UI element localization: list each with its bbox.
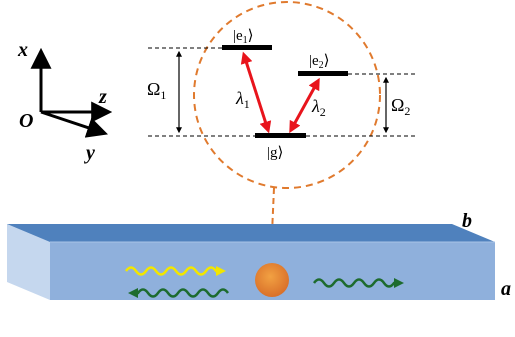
omega2-label: Ω2 — [391, 95, 410, 118]
level-e2-bar — [298, 71, 348, 76]
incident-yellow-wave — [124, 266, 226, 276]
y-axis-arrow — [40, 110, 108, 138]
waveguide-top-face-label: b — [462, 210, 472, 232]
x-axis-label: x — [17, 39, 28, 61]
level-e1-bar — [222, 45, 272, 50]
omega1-label: Ω1 — [147, 79, 166, 102]
waveguide-top-face — [7, 224, 495, 242]
lambda2-label: λ2 — [311, 96, 326, 119]
waveguide-front-face-label: a — [501, 278, 511, 300]
zoom-circle — [193, 1, 381, 189]
waveguide-side-face — [7, 224, 50, 300]
transmitted-green-wave — [312, 278, 404, 288]
origin-label: O — [19, 110, 33, 132]
lambda1-transition-arrow — [240, 51, 272, 134]
level-e1-label: |e1⟩ — [233, 28, 254, 46]
zoom-connector-arrow — [266, 187, 277, 260]
level-g-bar — [255, 133, 306, 138]
y-axis-label: y — [84, 142, 95, 164]
level-g-label: |g⟩ — [267, 145, 283, 161]
atom — [255, 263, 289, 297]
coordinate-axes: x z y O — [17, 39, 113, 164]
energy-level-diagram: |e1⟩ |e2⟩ |g⟩ Ω1 Ω2 λ1 λ2 — [147, 1, 416, 189]
z-axis-label: z — [98, 86, 107, 108]
lambda2-transition-arrow — [289, 77, 320, 134]
reflected-green-wave — [128, 288, 230, 298]
lambda1-label: λ1 — [235, 88, 250, 111]
waveguide — [7, 224, 495, 300]
level-e2-label: |e2⟩ — [309, 53, 330, 71]
